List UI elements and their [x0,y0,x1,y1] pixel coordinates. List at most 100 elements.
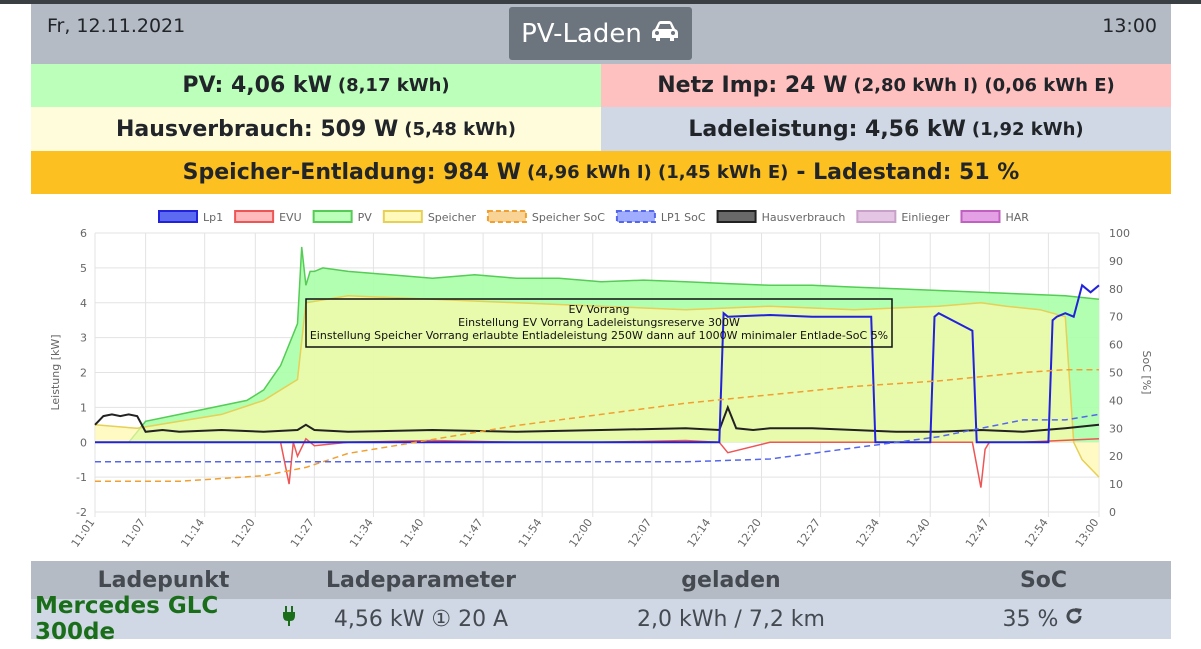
col-header-soc: SoC [1019,567,1068,593]
legend-swatch [486,210,527,223]
y-tick-label: -1 [76,471,87,484]
refresh-icon[interactable] [1064,606,1084,632]
y2-tick-label: 20 [1109,450,1123,463]
y2-tick-label: 60 [1109,339,1123,352]
legend-label: Lp1 [203,211,223,224]
x-tick-label: 11:20 [229,516,258,549]
y-tick-label: 1 [80,401,87,414]
annotation-frame [305,298,893,348]
legend-label: PV [358,211,373,224]
y-tick-label: 5 [80,262,87,275]
legend-label: Hausverbrauch [762,211,846,224]
y2-tick-label: 40 [1109,394,1123,407]
series-line-pv [95,246,1100,444]
chart-svg[interactable]: -2 -1 0 1 2 3 4 5 6 11:01 11:07 11:14 11:20 11:27 11:3… [31,197,1171,557]
series-line-hausverbrauch [94,404,1100,433]
x-tick-label: 12:00 [566,516,595,549]
legend-label: Speicher [428,211,477,224]
x-tick-label: 11:34 [347,516,376,549]
top-border [0,0,1201,4]
legend-item: HAR [960,210,1029,224]
grid-value: Netz Imp: 24 W [657,73,848,98]
charged-energy: 2,0 kWh / 7,2 km [637,606,825,632]
summary-row-1: PV: 4,06 kW (8,17 kWh) Netz Imp: 24 W (2… [31,64,1171,107]
legend-item: EVU [234,210,302,224]
y-tick-label: 2 [80,367,87,380]
mode-button[interactable]: PV-Laden [509,7,692,60]
date-label: Fr, 12.11.2021 [47,15,186,37]
x-tick-label: 13:00 [1073,516,1102,549]
y-tick-label: 4 [80,297,87,310]
pv-value: PV: 4,06 kW [182,73,332,98]
storage-energy: (4,96 kWh I) (1,45 kWh E) [527,162,789,183]
y2-tick-label: 80 [1109,283,1123,296]
y-tick-label: 3 [80,332,87,345]
y-tick-label: -2 [76,506,87,519]
x-tick-label: 11:27 [288,516,317,549]
col-header-charged: geladen [681,567,781,593]
x-tick-label: 12:34 [853,516,882,549]
house-summary: Hausverbrauch: 509 W (5,48 kWh) [31,107,601,151]
header-bar: Fr, 12.11.2021 PV-Laden 13:00 [31,4,1171,64]
legend-swatch [312,210,353,223]
y2-tick-label: 50 [1109,367,1123,380]
x-tick-label: 12:20 [735,516,764,549]
storage-summary: Speicher-Entladung: 984 W (4,96 kWh I) (… [31,151,1171,194]
legend-swatch [382,210,423,223]
y2-tick-label: 70 [1109,311,1123,324]
power-chart[interactable]: -2 -1 0 1 2 3 4 5 6 11:01 11:07 11:14 11:20 11:27 11:3… [31,197,1171,557]
annotation-line: EV Vorrang [569,303,630,316]
col-header-chargepoint: Ladepunkt [97,567,230,593]
legend-swatch [615,210,656,223]
legend-swatch [716,210,757,223]
grid-summary: Netz Imp: 24 W (2,80 kWh I) (0,06 kWh E) [601,64,1171,107]
pv-summary: PV: 4,06 kW (8,17 kWh) [31,64,601,107]
legend-item: Speicher SoC [486,210,605,224]
y2-tick-label: 30 [1109,422,1123,435]
legend-label: Einlieger [901,211,950,224]
charge-params[interactable]: 4,56 kW ① 20 A [333,606,509,632]
legend-swatch [960,210,1001,223]
house-value: Hausverbrauch: 509 W [115,116,399,142]
x-tick-label: 11:14 [178,516,207,549]
storage-value: Speicher-Entladung: 984 W [182,160,522,185]
legend-item: Hausverbrauch [716,210,846,224]
legend-label: HAR [1005,211,1029,224]
col-header-params: Ladeparameter [326,567,516,593]
plug-icon [282,605,296,633]
pv-energy: (8,17 kWh) [337,75,450,96]
legend-item: Einlieger [856,210,950,224]
series-line-evu [95,437,1100,488]
legend-item: PV [312,210,373,224]
legend-item: Lp1 [158,210,223,224]
x-tick-label: 12:14 [685,516,714,549]
x-tick-label: 12:54 [1022,516,1051,549]
summary-row-3: Speicher-Entladung: 984 W (4,96 kWh I) (… [31,151,1171,194]
series-line-speicher-soc [95,368,1099,483]
chargepoint-row[interactable]: Mercedes GLC 300de 4,56 kW ① 20 A 2,0 kW… [31,593,1171,645]
x-tick-label: 11:54 [516,516,545,549]
charge-energy: (1,92 kWh) [971,118,1084,140]
series-line-speicher [94,295,1100,478]
chargepoint-name-cell[interactable]: Mercedes GLC 300de [31,593,296,645]
y2-tick-label: 10 [1109,478,1123,491]
x-tick-label: 11:01 [69,516,98,549]
storage-soc: - Ladestand: 51 % [796,160,1020,185]
legend-item: Speicher [382,210,477,224]
legend-swatch [856,210,897,223]
annotation-line: Einstellung Speicher Vorrang erlaubte En… [310,329,888,342]
x-tick-label: 12:40 [904,516,933,549]
house-energy: (5,48 kWh) [404,118,517,140]
chargepoint-table-header: Ladepunkt Ladeparameter geladen SoC [31,561,1171,599]
car-icon [650,19,680,49]
legend-swatch [234,210,275,223]
y-axis-title: Leistung [kW] [49,334,62,410]
vehicle-name: Mercedes GLC 300de [35,593,219,645]
x-tick-label: 11:40 [398,516,427,549]
legend-label: Speicher SoC [532,211,605,224]
x-tick-label: 12:27 [794,516,823,549]
grid-energy: (2,80 kWh I) (0,06 kWh E) [853,75,1115,96]
legend-swatch [158,210,198,223]
soc-cell[interactable]: 35 % [916,599,1171,639]
